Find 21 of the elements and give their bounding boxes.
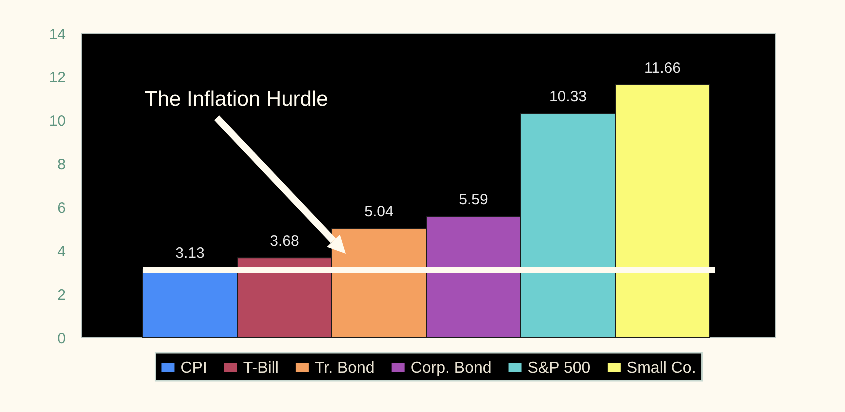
data-label: 5.04 xyxy=(364,204,394,221)
legend-label: T-Bill xyxy=(243,360,279,377)
y-tick-label: 6 xyxy=(58,200,66,217)
y-tick-label: 8 xyxy=(58,156,66,174)
annotation: The Inflation Hurdle xyxy=(145,88,328,111)
y-tick-label: 12 xyxy=(49,70,66,87)
y-tick-label: 14 xyxy=(49,26,66,44)
legend-label: Corp. Bond xyxy=(410,360,492,377)
data-label: 3.68 xyxy=(270,233,300,250)
y-tick-label: 2 xyxy=(58,286,66,304)
data-label: 10.33 xyxy=(549,88,588,106)
data-label: 3.13 xyxy=(176,245,205,262)
legend-label: S&P 500 xyxy=(528,360,591,377)
legend-label: Tr. Bond xyxy=(314,360,375,377)
legend-label: CPI xyxy=(180,360,208,377)
data-label: 11.66 xyxy=(644,60,681,77)
data-label: 5.59 xyxy=(459,192,488,209)
legend-label: Small Co. xyxy=(626,360,696,377)
y-tick-label: 0 xyxy=(58,330,66,348)
y-tick-label: 4 xyxy=(58,243,66,260)
y-tick-label: 10 xyxy=(49,113,66,130)
